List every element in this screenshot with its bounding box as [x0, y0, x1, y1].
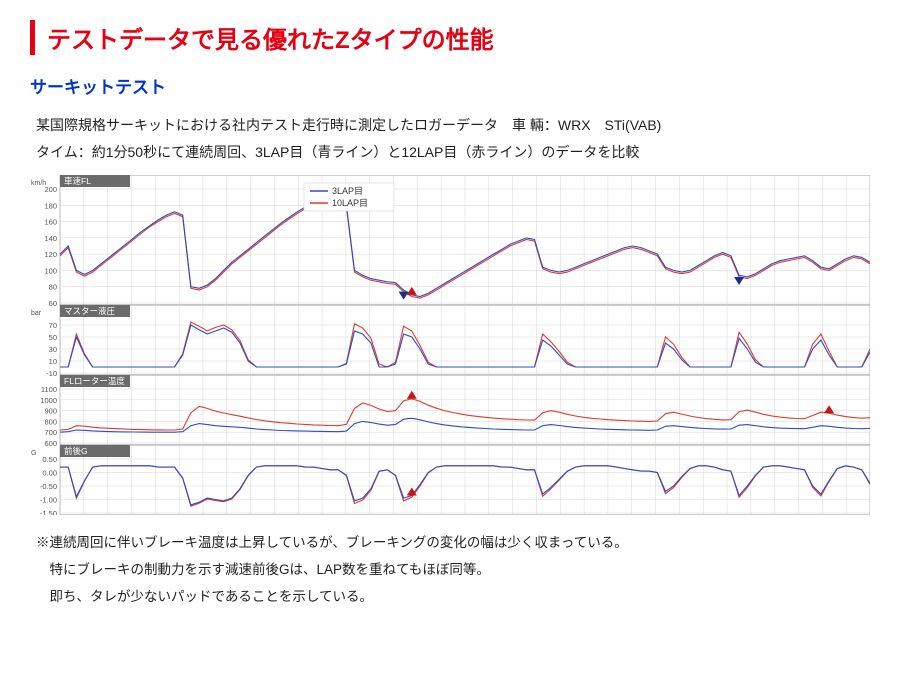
- svg-text:km/h: km/h: [31, 180, 46, 187]
- svg-text:200: 200: [44, 185, 57, 194]
- chart-svg: 60 80 100 120 140 160 180 200km/h 車速FL 3LAP目 10LAP…: [30, 175, 870, 515]
- svg-text:0.50: 0.50: [42, 455, 57, 464]
- svg-text:1100: 1100: [41, 385, 57, 394]
- svg-text:120: 120: [44, 250, 57, 259]
- svg-text:車速FL: 車速FL: [64, 176, 91, 186]
- svg-text:800: 800: [44, 418, 57, 427]
- svg-text:-1.00: -1.00: [40, 496, 57, 505]
- description-block: 某国際規格サーキットにおける社内テスト走行時に測定したロガーデータ 車 輛：WR…: [30, 112, 870, 165]
- svg-text:0.00: 0.00: [42, 469, 57, 478]
- svg-text:前後G: 前後G: [64, 446, 88, 456]
- svg-text:100: 100: [44, 267, 57, 276]
- note-line-2: 特にブレーキの制動力を示す減速前後Gは、LAP数を重ねてもほぼ同等。: [36, 556, 870, 583]
- svg-text:70: 70: [49, 321, 57, 330]
- svg-text:FLローター温度: FLローター温度: [64, 376, 125, 386]
- svg-text:1000: 1000: [40, 396, 57, 405]
- svg-text:3LAP目: 3LAP目: [332, 186, 363, 196]
- svg-text:180: 180: [44, 201, 57, 210]
- note-line-3: 即ち、タレが少ないパッドであることを示している。: [36, 583, 870, 610]
- svg-text:60: 60: [49, 299, 57, 308]
- svg-text:G: G: [31, 450, 36, 457]
- desc-line-1: 某国際規格サーキットにおける社内テスト走行時に測定したロガーデータ 車 輛：WR…: [36, 112, 870, 139]
- svg-text:10: 10: [49, 357, 57, 366]
- svg-text:600: 600: [44, 439, 57, 448]
- svg-text:140: 140: [44, 234, 57, 243]
- svg-text:-10: -10: [46, 369, 57, 378]
- svg-text:マスター液圧: マスター液圧: [64, 306, 116, 316]
- svg-text:80: 80: [49, 283, 57, 292]
- svg-text:900: 900: [44, 407, 57, 416]
- svg-text:30: 30: [49, 345, 57, 354]
- svg-text:-1.50: -1.50: [40, 509, 57, 515]
- footnotes: ※連続周回に伴いブレーキ温度は上昇しているが、ブレーキングの変化の幅は少く収まっ…: [30, 529, 870, 610]
- note-line-1: ※連続周回に伴いブレーキ温度は上昇しているが、ブレーキングの変化の幅は少く収まっ…: [36, 529, 870, 556]
- svg-text:50: 50: [49, 333, 57, 342]
- telemetry-chart: 60 80 100 120 140 160 180 200km/h 車速FL 3LAP目 10LAP…: [30, 175, 870, 515]
- svg-text:10LAP目: 10LAP目: [332, 198, 368, 208]
- svg-text:160: 160: [44, 218, 57, 227]
- subtitle: サーキットテスト: [30, 73, 870, 98]
- desc-line-2: タイム：約1分50秒にて連続周回、3LAP目（青ライン）と12LAP目（赤ライン…: [36, 139, 870, 166]
- svg-text:bar: bar: [31, 310, 42, 317]
- page-title: テストデータで見る優れたZタイプの性能: [47, 20, 870, 55]
- title-bar: テストデータで見る優れたZタイプの性能: [30, 20, 870, 55]
- svg-text:-0.50: -0.50: [40, 482, 57, 491]
- svg-text:700: 700: [44, 428, 57, 437]
